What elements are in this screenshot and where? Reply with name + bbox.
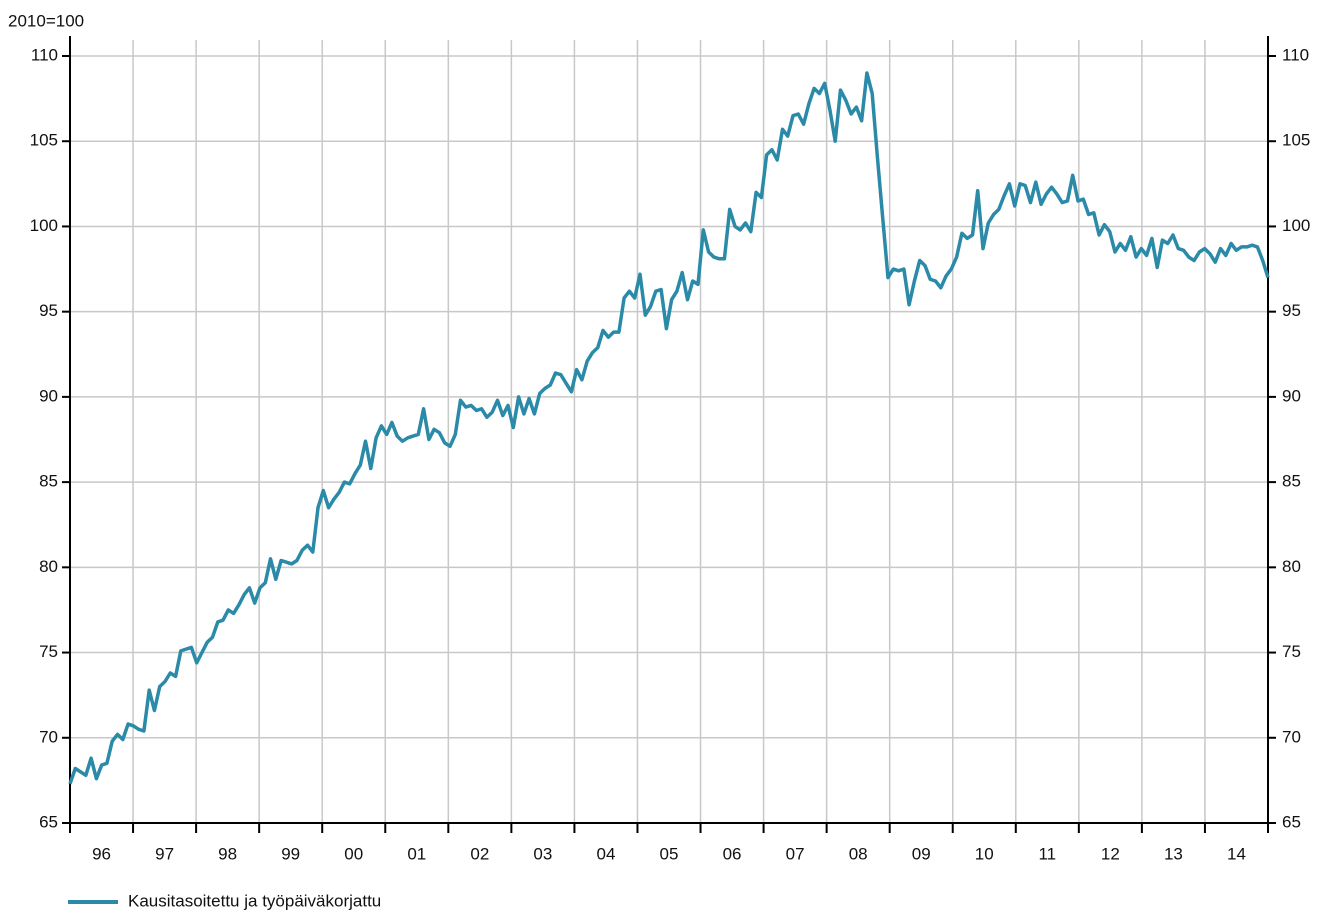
y-tick-label: 90 (39, 386, 58, 405)
y2-tick-label: 65 (1282, 812, 1301, 831)
x-tick-label: 10 (975, 844, 994, 863)
y-tick-label: 70 (39, 727, 58, 746)
y-tick-label: 95 (39, 301, 58, 320)
y2-tick-label: 90 (1282, 386, 1301, 405)
y2-tick-label: 85 (1282, 472, 1301, 491)
x-tick-label: 08 (849, 844, 868, 863)
y-tick-label: 85 (39, 472, 58, 491)
x-tick-label: 14 (1227, 844, 1246, 863)
y2-tick-label: 110 (1282, 45, 1309, 64)
x-tick-label: 96 (92, 844, 111, 863)
y-tick-label: 65 (39, 812, 58, 831)
x-tick-label: 00 (344, 844, 363, 863)
x-tick-label: 09 (912, 844, 931, 863)
x-tick-label: 06 (723, 844, 742, 863)
y2-tick-label: 80 (1282, 557, 1301, 576)
x-tick-label: 03 (533, 844, 552, 863)
y-tick-label: 105 (30, 131, 58, 150)
y2-tick-label: 100 (1282, 216, 1310, 235)
x-tick-label: 07 (786, 844, 805, 863)
data-line (68, 71, 1270, 785)
x-tick-label: 05 (660, 844, 679, 863)
x-tick-label: 13 (1164, 844, 1183, 863)
x-tick-label: 04 (596, 844, 615, 863)
x-tick-label: 98 (218, 844, 237, 863)
y-tick-label: 110 (31, 45, 58, 64)
x-tick-label: 11 (1038, 844, 1056, 863)
x-tick-label: 02 (470, 844, 489, 863)
y2-tick-label: 95 (1282, 301, 1301, 320)
x-tick-label: 99 (281, 844, 300, 863)
y2-tick-label: 75 (1282, 642, 1301, 661)
x-tick-label: 01 (407, 844, 426, 863)
y-tick-label: 75 (39, 642, 58, 661)
y-tick-label: 100 (30, 216, 58, 235)
legend-label: Kausitasoitettu ja työpäiväkorjattu (128, 891, 381, 910)
x-tick-label: 12 (1101, 844, 1120, 863)
y-tick-label: 80 (39, 557, 58, 576)
y2-tick-label: 105 (1282, 131, 1310, 150)
y2-tick-label: 70 (1282, 727, 1301, 746)
unit-label: 2010=100 (8, 11, 84, 30)
x-tick-label: 97 (155, 844, 174, 863)
